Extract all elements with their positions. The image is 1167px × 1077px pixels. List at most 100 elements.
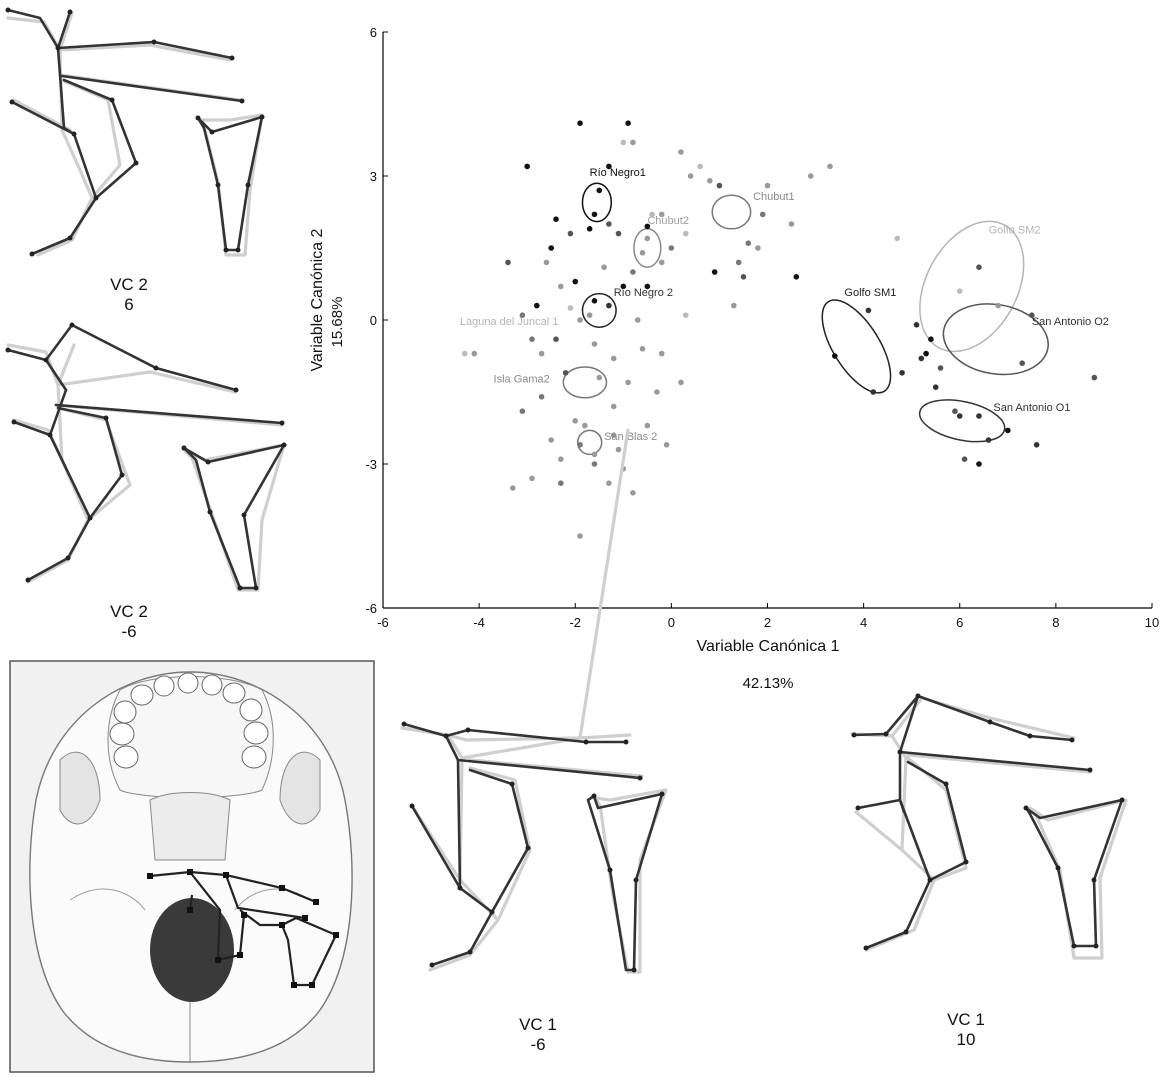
y-tick-label: -6 xyxy=(365,601,377,616)
data-point xyxy=(615,446,622,453)
data-point xyxy=(586,226,593,232)
shape-panel-label-line2: 6 xyxy=(124,295,133,314)
data-point xyxy=(591,461,598,467)
data-point xyxy=(654,389,660,395)
shape-panel-label-line2: -6 xyxy=(121,622,136,641)
data-point xyxy=(807,173,814,179)
data-point xyxy=(553,216,559,222)
data-point xyxy=(952,408,958,415)
skull-base-illustration-icon xyxy=(29,671,353,1063)
group-label: San Blas 2 xyxy=(604,431,657,443)
data-point xyxy=(558,456,564,463)
data-point xyxy=(928,336,934,343)
data-point xyxy=(558,480,564,487)
x-axis-title: Variable Canónica 1 xyxy=(697,638,840,655)
data-point xyxy=(649,211,655,218)
data-point xyxy=(548,437,555,443)
data-point xyxy=(582,422,588,429)
group-label: Chubut2 xyxy=(647,215,689,227)
data-point xyxy=(740,274,747,280)
data-point xyxy=(682,230,689,237)
data-point xyxy=(538,350,545,357)
data-point xyxy=(519,312,526,319)
data-point xyxy=(639,346,646,352)
target-shape xyxy=(401,721,665,973)
data-point xyxy=(591,298,598,304)
data-point xyxy=(788,221,795,227)
y-tick-label: 6 xyxy=(370,25,377,40)
x-tick-label: 0 xyxy=(668,615,675,630)
data-point xyxy=(663,442,670,448)
data-point xyxy=(567,305,574,311)
data-point xyxy=(596,187,603,194)
reference-shape xyxy=(6,343,286,592)
data-point xyxy=(577,442,583,448)
shape-panel-label-line1: VC 1 xyxy=(947,1010,985,1029)
data-point xyxy=(577,120,583,126)
landmarks xyxy=(5,7,265,257)
data-point xyxy=(764,182,771,189)
confidence-ellipse xyxy=(581,292,617,328)
target-shape xyxy=(5,322,287,591)
data-point xyxy=(711,269,718,275)
data-point xyxy=(524,163,530,170)
data-point xyxy=(658,259,665,266)
data-point xyxy=(577,317,583,323)
data-point xyxy=(529,475,535,482)
reference-shape xyxy=(6,11,264,257)
data-point xyxy=(976,461,982,467)
x-tick-label: -2 xyxy=(569,615,581,630)
x-tick-label: -4 xyxy=(473,615,485,630)
group-label: San Antonio O1 xyxy=(993,402,1070,414)
data-point xyxy=(461,350,468,357)
target-shape xyxy=(5,7,265,257)
data-point xyxy=(658,350,665,357)
reference-shape xyxy=(850,696,1128,960)
data-point xyxy=(918,355,925,362)
data-point xyxy=(1005,427,1011,434)
data-point xyxy=(668,245,675,251)
data-point xyxy=(644,235,651,242)
data-point xyxy=(615,230,622,237)
data-point xyxy=(870,389,877,395)
data-point xyxy=(634,317,641,323)
data-point xyxy=(678,379,684,386)
x-tick-label: 6 xyxy=(956,615,963,630)
group-label: Río Negro1 xyxy=(590,167,646,179)
group-label: Golfo SM1 xyxy=(844,287,896,299)
x-tick-label: -6 xyxy=(377,615,389,630)
data-point xyxy=(1019,360,1026,367)
x-tick-label: 2 xyxy=(764,615,771,630)
y-tick-label: 3 xyxy=(370,169,377,184)
group-labels: Río Negro1 Chubut2 Chubut1 Golfo SM2 Río Neg… xyxy=(460,167,1109,443)
data-point xyxy=(1091,374,1098,381)
data-point xyxy=(961,456,968,463)
data-point xyxy=(716,182,723,189)
data-point xyxy=(534,302,540,309)
data-point xyxy=(707,178,713,184)
x-tick-label: 4 xyxy=(860,615,867,630)
landmarks xyxy=(851,693,1125,951)
data-point xyxy=(1033,442,1040,448)
confidence-ellipses xyxy=(562,182,1049,456)
data-point xyxy=(620,283,627,290)
confidence-ellipse xyxy=(711,194,752,230)
data-point xyxy=(572,418,579,424)
data-point xyxy=(625,120,631,126)
data-point xyxy=(591,451,598,458)
data-point xyxy=(591,341,598,347)
data-point xyxy=(610,432,617,439)
group-label: Río Negro 2 xyxy=(614,287,673,299)
confidence-ellipse xyxy=(576,429,603,456)
skull-panel xyxy=(9,660,375,1073)
data-point xyxy=(553,336,559,343)
group-label: Laguna del Juncal 1 xyxy=(460,316,558,328)
y-axis-percent: 15.68% xyxy=(329,297,346,348)
data-point xyxy=(731,302,737,309)
data-point xyxy=(697,163,704,170)
data-point xyxy=(610,355,617,362)
data-point xyxy=(610,403,617,410)
data-point xyxy=(899,370,905,376)
data-point xyxy=(630,139,636,146)
data-point xyxy=(831,353,838,359)
